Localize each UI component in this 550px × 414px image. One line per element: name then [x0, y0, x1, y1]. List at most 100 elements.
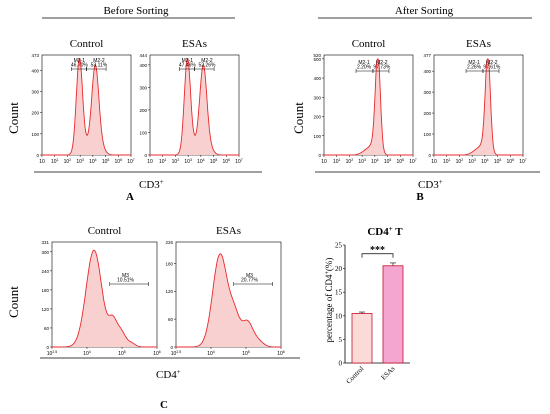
panel-c-letter: C [160, 399, 168, 411]
y-tick-label: 400 [313, 76, 321, 81]
y-max-label: 473 [31, 53, 39, 58]
panel-a-xlabel: CD3+ [139, 178, 164, 191]
y-tick-label: 60 [168, 317, 174, 322]
x-tick-label: 106 [397, 158, 405, 165]
significance-bracket [361, 253, 394, 258]
x-tick-label: 101 [333, 158, 341, 165]
y-tick-label: 0 [144, 153, 147, 158]
histogram-fill [42, 59, 131, 155]
x-tick-label: 103 [184, 158, 192, 165]
y-tick-label: 200 [139, 108, 147, 113]
histogram-line [434, 58, 523, 156]
x-tick-label: 101 [443, 158, 451, 165]
x-tick-label: 10 [39, 159, 45, 165]
gate-percent: 53.11% [91, 63, 108, 69]
histogram-a-esas: ESAs 0 100 200 300 400 444 10 101 102 103 104 105 106… [139, 38, 242, 165]
histogram-c-control: Control 0 60 120 180 240 300 331 102.5 104 105 106 M… [41, 225, 160, 357]
y-max-label: 444 [139, 53, 147, 58]
bar-control [351, 313, 373, 364]
panel-a-title: Before Sorting [103, 5, 169, 17]
y-tick-label: 120 [165, 289, 173, 294]
x-tick-label: 102 [346, 158, 354, 165]
gate-name: M2-2 [486, 60, 498, 66]
x-tick-label: 105 [210, 158, 218, 165]
x-tick-label: 102.5 [47, 350, 57, 357]
histogram-line [150, 58, 239, 156]
y-tick-label: 0 [46, 345, 49, 350]
x-tick-label: 104 [83, 350, 91, 357]
x-tick-label: 107 [519, 158, 527, 165]
histogram-b-esas: ESAs 0 100 200 300 400 477 10 101 102 103 104 105 106… [423, 38, 526, 165]
gate-percent: 2.26% [467, 65, 482, 71]
panel-c-ylabel: Count [6, 286, 21, 318]
bar-y-tick-label: 10 [335, 312, 343, 320]
y-tick-label: 240 [41, 269, 49, 274]
y-tick-label: 300 [41, 250, 49, 255]
bar-y-tick-label: 25 [335, 242, 343, 250]
subplot-label: Control [70, 38, 104, 50]
x-tick-label: 102.5 [171, 350, 181, 357]
y-tick-label: 400 [139, 63, 147, 68]
histogram-a-control: Control 0 100 200 300 400 473 10 101 102 103 104 105… [31, 38, 134, 165]
gate-percent: 20.77% [241, 278, 259, 284]
bar-category-label: Control [345, 365, 366, 386]
gate-name: M2-1 [468, 60, 480, 66]
y-tick-label: 200 [313, 115, 321, 120]
y-tick-label: 120 [41, 307, 49, 312]
bar-esas [382, 265, 404, 364]
histogram-line [42, 58, 131, 156]
x-tick-label: 106 [223, 158, 231, 165]
y-tick-label: 500 [313, 57, 321, 62]
y-max-label: 520 [313, 53, 321, 58]
x-tick-label: 104 [207, 350, 215, 357]
x-tick-label: 107 [235, 158, 243, 165]
y-tick-label: 200 [31, 111, 39, 116]
x-tick-label: 105 [384, 158, 392, 165]
cd4-bar-chart: CD4+ T percentage of CD4+(%) 0 5 10 15 20 25 C… [324, 225, 410, 386]
gate-name: M3 [246, 273, 253, 279]
y-max-label: 226 [165, 240, 173, 245]
gate-percent: 10.51% [117, 278, 135, 284]
x-tick-label: 104 [197, 158, 205, 165]
y-tick-label: 0 [428, 153, 431, 158]
histogram-fill [324, 59, 413, 155]
x-tick-label: 107 [409, 158, 417, 165]
panel-b-ylabel: Count [291, 102, 306, 134]
panel-c-xlabel: CD4+ [156, 368, 181, 381]
x-tick-label: 106 [277, 350, 285, 357]
histogram-fill [434, 59, 523, 155]
gate-percent: 97.61% [483, 65, 501, 71]
significance-stars: *** [370, 245, 385, 256]
x-tick-label: 103 [468, 158, 476, 165]
gate-name: M2-1 [358, 60, 370, 66]
y-max-label: 331 [41, 240, 49, 245]
gate-name: M2-1 [182, 58, 194, 64]
gate-percent: 46.70% [71, 63, 89, 69]
bar-chart-ylabel: percentage of CD4+(%) [324, 258, 334, 343]
x-tick-label: 104 [371, 158, 379, 165]
y-tick-label: 400 [31, 68, 39, 73]
subplot-label: Control [88, 225, 122, 237]
x-tick-label: 102 [172, 158, 180, 165]
x-tick-label: 10 [147, 159, 153, 165]
y-tick-label: 100 [313, 134, 321, 139]
gate-name: M2-2 [376, 60, 388, 66]
panel-a: Before Sorting Count Control010020030040… [6, 5, 262, 203]
bar-chart-title: CD4+ T [367, 225, 403, 238]
bar-category-label: ESAs [379, 365, 396, 382]
y-tick-label: 400 [423, 69, 431, 74]
subplot-label: ESAs [182, 38, 207, 50]
x-tick-label: 107 [127, 158, 135, 165]
x-tick-label: 10 [431, 159, 437, 165]
gate-name: M3 [122, 273, 129, 279]
gate-name: M2-1 [74, 58, 86, 64]
bar-y-tick-label: 0 [339, 360, 343, 368]
y-tick-label: 0 [170, 345, 173, 350]
x-tick-label: 103 [76, 158, 84, 165]
gate-percent: 2.20% [357, 65, 372, 71]
panel-a-letter: A [126, 191, 134, 203]
histogram-line [176, 253, 281, 348]
panel-b: After Sorting Count Control0100200300400… [291, 5, 540, 203]
